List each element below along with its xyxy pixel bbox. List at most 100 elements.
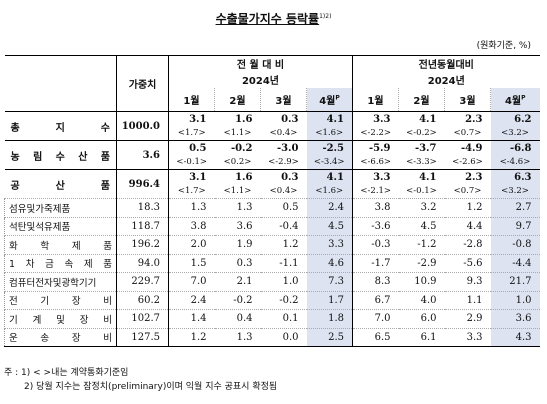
- subrow-label: 섬유및가죽제품: [4, 198, 117, 217]
- weight-header: 가중치: [116, 55, 169, 112]
- row-label: 농 림 수 산 품: [10, 151, 111, 163]
- value-cell: 1.1: [466, 294, 483, 306]
- month-header: 2월: [398, 87, 445, 112]
- value-cell: 1.7: [306, 291, 353, 310]
- value-cell: 2.3: [465, 113, 483, 125]
- weight-value: 996.4: [116, 169, 169, 199]
- value-cell: 2.7: [490, 198, 540, 217]
- value-cell: 10.9: [414, 276, 437, 288]
- contract-currency-cell: <-2.1>: [352, 184, 399, 199]
- subrow-label: 운 송 장 비: [4, 328, 117, 347]
- mom-year-header: 2024년: [168, 71, 353, 88]
- value-cell: 4.5: [420, 220, 437, 232]
- contract-currency-cell: <1.7>: [168, 126, 215, 141]
- contract-currency-cell: <3.2>: [490, 126, 540, 141]
- value-cell: 4.1: [306, 169, 353, 185]
- value-cell: 4.6: [306, 254, 353, 273]
- month-header: 1월: [352, 87, 399, 112]
- value-cell: -3.7: [414, 142, 437, 154]
- weight-value: 94.0: [116, 254, 169, 273]
- mom-header: 전 월 대 비: [168, 55, 353, 72]
- month-header: 3월: [260, 87, 307, 112]
- footnote-1: 주 : 1) < >내는 계약통화기준임: [4, 368, 129, 378]
- value-cell: -0.4: [279, 220, 299, 232]
- contract-currency-cell: <0.7>: [453, 128, 482, 139]
- contract-currency-cell: <1.1>: [223, 128, 252, 139]
- value-cell: 1.8: [306, 309, 353, 328]
- title-footnote-mark: 1)2): [319, 13, 332, 20]
- value-cell: 0.3: [281, 171, 299, 183]
- value-cell: 9.7: [490, 217, 540, 236]
- value-cell: -5.9: [352, 140, 399, 156]
- month-header: 4월P: [306, 87, 353, 112]
- value-cell: -2.8: [463, 239, 483, 251]
- value-cell: 1.5: [168, 254, 215, 273]
- value-cell: 0.3: [281, 113, 299, 125]
- value-cell: 4.1: [419, 171, 437, 183]
- value-cell: 3.6: [490, 309, 540, 328]
- value-cell: 0.0: [282, 331, 299, 343]
- value-cell: 3.3: [352, 169, 399, 185]
- weight-value: 60.2: [116, 291, 169, 310]
- value-cell: -0.2: [279, 294, 299, 306]
- value-cell: 6.1: [420, 331, 437, 343]
- weight-value: 118.7: [116, 217, 169, 236]
- value-cell: 1.3: [236, 331, 253, 343]
- value-cell: 2.4: [168, 291, 215, 310]
- value-cell: 1.9: [236, 239, 253, 251]
- contract-currency-cell: <-3.3>: [406, 157, 437, 168]
- contract-currency-cell: <-6.6>: [352, 155, 399, 170]
- contract-currency-cell: <-0.2>: [406, 128, 437, 139]
- contract-currency-cell: <-2.6>: [452, 157, 483, 168]
- value-cell: 2.0: [168, 235, 215, 254]
- value-cell: 3.6: [236, 220, 253, 232]
- contract-currency-cell: <1.6>: [306, 184, 353, 199]
- value-cell: 2.3: [465, 171, 483, 183]
- subrow-label: 1 차 금 속 제 품: [4, 254, 117, 273]
- value-cell: 4.1: [306, 111, 353, 127]
- contract-currency-cell: <-2.9>: [268, 157, 299, 168]
- unit-label: (원화기준, %): [476, 41, 531, 51]
- value-cell: 9.3: [466, 276, 483, 288]
- value-cell: 0.3: [236, 257, 253, 269]
- contract-currency-cell: <0.4>: [269, 128, 298, 139]
- contract-currency-cell: <0.2>: [223, 157, 252, 168]
- value-cell: 1.6: [235, 171, 253, 183]
- value-cell: 0.1: [282, 313, 299, 325]
- corner-cell: [4, 55, 117, 112]
- value-cell: 3.3: [306, 235, 353, 254]
- value-cell: 3.8: [168, 217, 215, 236]
- value-cell: 1.2: [168, 328, 215, 347]
- value-cell: 8.3: [352, 272, 399, 291]
- prelim-mark: P: [521, 94, 526, 102]
- value-cell: 0.4: [236, 313, 253, 325]
- value-cell: -0.3: [352, 235, 399, 254]
- price-index-table: 가중치 전 월 대 비 전년동월대비 2024년 2024년 1월 2월 3월 4월P…: [4, 55, 540, 347]
- value-cell: -5.6: [463, 257, 483, 269]
- weight-value: 1000.0: [116, 111, 169, 141]
- value-cell: 2.4: [306, 198, 353, 217]
- value-cell: -1.1: [279, 257, 299, 269]
- subrow-label: 화 학 제 품: [4, 235, 117, 254]
- subrow-label: 전 기 장 비: [4, 291, 117, 310]
- value-cell: 1.3: [236, 202, 253, 214]
- month-header: 3월: [444, 87, 491, 112]
- value-cell: 1.6: [235, 113, 253, 125]
- value-cell: 7.3: [306, 272, 353, 291]
- value-cell: -4.4: [490, 254, 540, 273]
- weight-value: 229.7: [116, 272, 169, 291]
- footnote-2: 2) 당월 지수는 잠정치(preliminary)이며 익월 지수 공표시 확…: [24, 382, 278, 392]
- weight-value: 3.6: [116, 140, 169, 170]
- value-cell: 3.2: [420, 202, 437, 214]
- value-cell: -1.7: [352, 254, 399, 273]
- weight-value: 102.7: [116, 309, 169, 328]
- value-cell: -2.9: [417, 257, 437, 269]
- value-cell: -1.2: [417, 239, 437, 251]
- value-cell: -0.2: [230, 142, 253, 154]
- value-cell: 3.8: [352, 198, 399, 217]
- footnotes: 주 : 1) < >내는 계약통화기준임 2) 당월 지수는 잠정치(preli…: [4, 366, 277, 394]
- value-cell: -3.0: [276, 142, 299, 154]
- value-cell: -2.5: [306, 140, 353, 156]
- value-cell: 6.7: [352, 291, 399, 310]
- contract-currency-cell: <-4.6>: [490, 155, 540, 170]
